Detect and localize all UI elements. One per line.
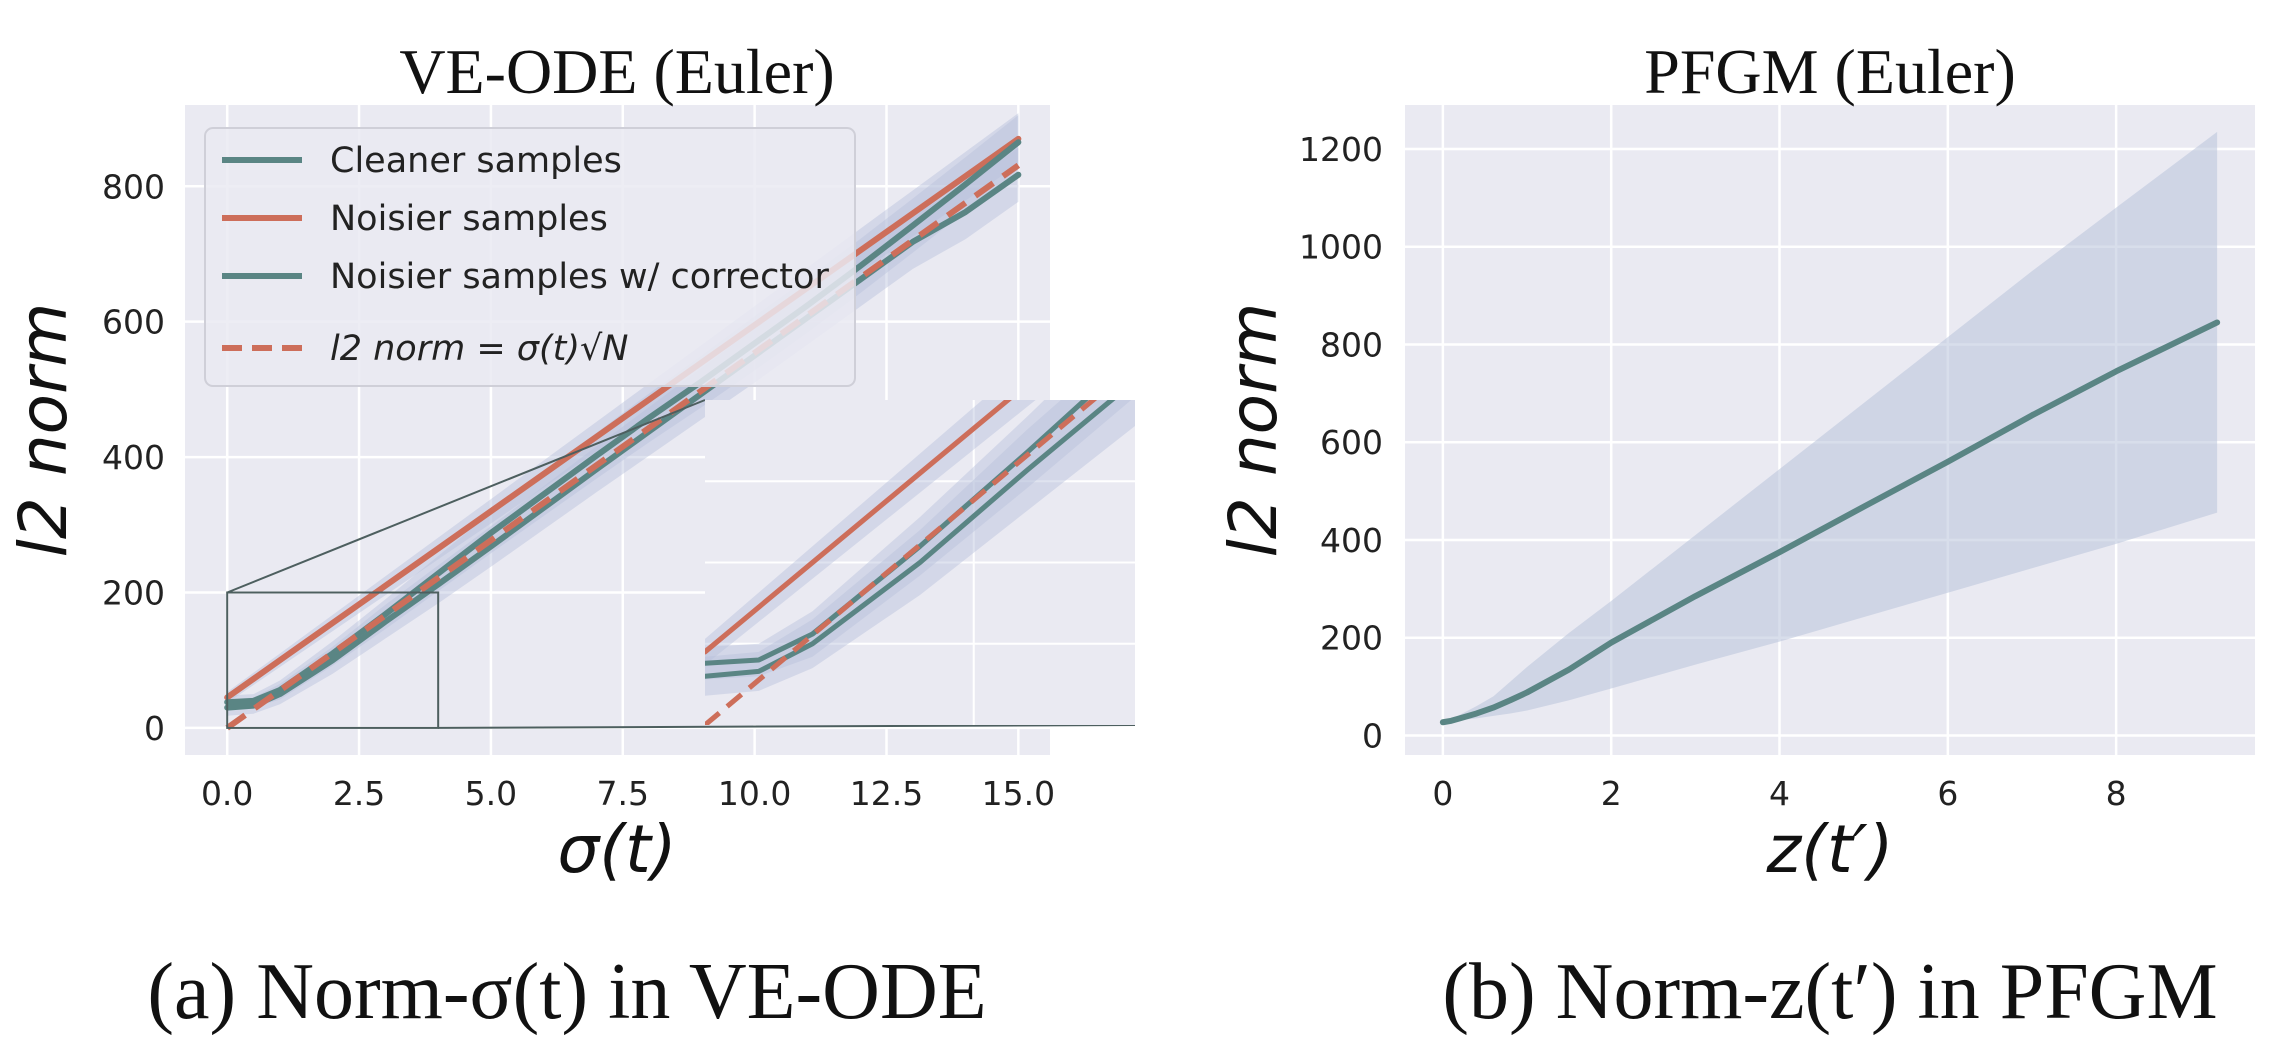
y-tick-label: 0: [1362, 716, 1383, 755]
series-band: [705, 400, 1036, 665]
y-axis-label-b: l2 norm: [1215, 303, 1292, 558]
x-tick-label: 0.0: [201, 774, 253, 813]
zoom-connector-bottom: [438, 724, 1136, 729]
y-tick-label: 0: [144, 709, 165, 748]
inset-lines: [705, 400, 1116, 725]
legend-a: Cleaner samples Noisier samples Noisier …: [204, 127, 856, 387]
ticks-b: 0 2 4 6 8 0 200 400 600 800 1000 1200: [1299, 130, 2127, 813]
caption-b: (b) Norm-z(t′) in PFGM: [1442, 948, 2217, 1036]
y-tick-label: 200: [102, 574, 165, 613]
bands-b: [1442, 131, 2218, 723]
lines-a: [224, 135, 1022, 731]
x-tick-label: 10.0: [718, 774, 791, 813]
series-band: [1442, 131, 2218, 723]
x-tick-label: 2: [1601, 774, 1622, 813]
zoom-connector-top: [226, 399, 706, 594]
chart-title-a: VE-ODE (Euler): [399, 36, 834, 107]
y-tick-label: 600: [102, 303, 165, 342]
x-tick-label: 12.5: [850, 774, 923, 813]
x-axis-label-b: z(t′): [1765, 811, 1893, 888]
x-tick-label: 15.0: [982, 774, 1055, 813]
series-line: [705, 400, 1116, 679]
y-tick-label: 400: [1320, 521, 1383, 560]
inset-axes: [705, 400, 1135, 725]
x-axis-label-a: σ(t): [557, 811, 676, 888]
series-line: [1439, 319, 2221, 726]
legend-label-noisier: Noisier samples: [330, 199, 608, 239]
zoom-region-rect: [226, 591, 440, 729]
series-line: [705, 400, 1012, 655]
legend-label-l2norm: l2 norm = σ(t)√N: [330, 329, 628, 369]
y-tick-label: 1000: [1299, 228, 1383, 267]
series-line: [225, 162, 1021, 731]
chart-title-b: PFGM (Euler): [1644, 36, 2016, 107]
legend-label-corrector: Noisier samples w/ corrector: [330, 257, 829, 297]
x-tick-label: 7.5: [597, 774, 649, 813]
lines-b: [1439, 319, 2221, 726]
y-tick-label: 1200: [1299, 130, 1383, 169]
panel-a: 0.0 2.5 5.0 7.5 10.0 12.5 15.0 0 200 400 600 800 VE…: [5, 36, 1136, 1036]
y-tick-label: 400: [102, 438, 165, 477]
x-tick-label: 2.5: [333, 774, 385, 813]
x-tick-label: 6: [1937, 774, 1958, 813]
legend-label-cleaner: Cleaner samples: [330, 141, 622, 181]
x-tick-label: 8: [2106, 774, 2127, 813]
y-tick-label: 600: [1320, 423, 1383, 462]
legend-box: [204, 127, 856, 387]
x-tick-label: 5.0: [465, 774, 517, 813]
y-tick-label: 800: [1320, 325, 1383, 364]
y-axis-label-a: l2 norm: [5, 303, 82, 558]
ticks-a: 0.0 2.5 5.0 7.5 10.0 12.5 15.0 0 200 400 600 800: [102, 167, 1055, 813]
y-tick-label: 800: [102, 167, 165, 206]
series-line: [705, 400, 1098, 725]
x-tick-label: 4: [1769, 774, 1790, 813]
caption-a: (a) Norm-σ(t) in VE-ODE: [147, 948, 986, 1036]
x-tick-label: 0: [1432, 774, 1453, 813]
y-tick-label: 200: [1320, 619, 1383, 658]
series-line: [224, 135, 1022, 701]
